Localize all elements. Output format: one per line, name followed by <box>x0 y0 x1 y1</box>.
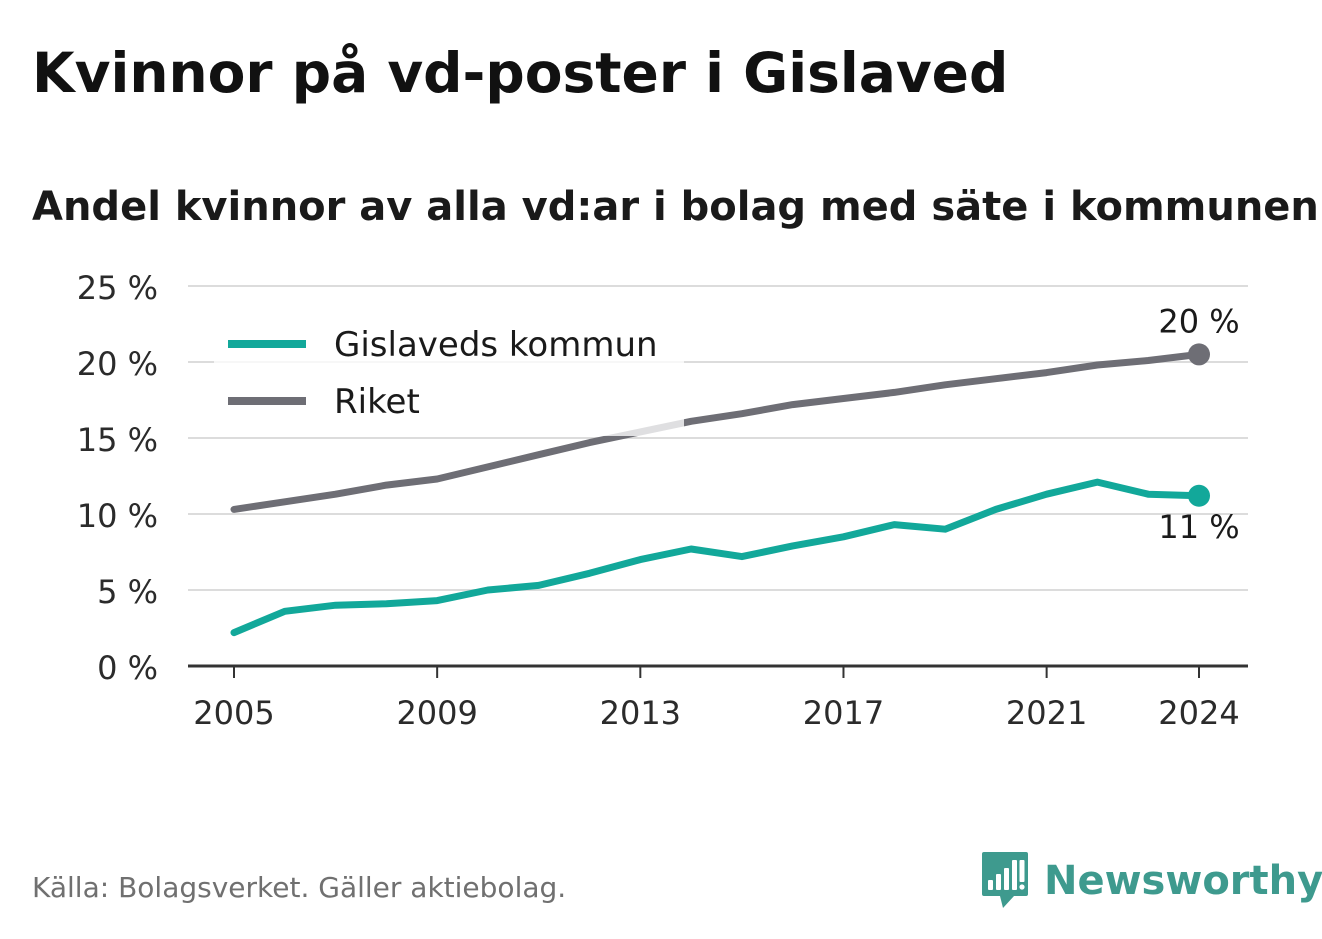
series-line-gislaved <box>230 478 1203 637</box>
end-labels: 11 % 20 % <box>1158 302 1239 545</box>
legend: Gislaveds kommun Riket <box>214 318 684 436</box>
legend-background <box>214 318 684 436</box>
x-tick-label: 2021 <box>1006 694 1087 732</box>
brand-name: Newsworthy <box>1044 858 1322 904</box>
x-tick-label: 2009 <box>396 694 477 732</box>
y-tick-label: 0 % <box>97 649 158 687</box>
x-tick-label: 2013 <box>600 694 681 732</box>
brand: Newsworthy <box>980 850 1322 912</box>
x-tick-label: 2005 <box>193 694 274 732</box>
chart-subtitle: Andel kvinnor av alla vd:ar i bolag med … <box>32 184 1319 230</box>
y-tick-label: 5 % <box>97 573 158 611</box>
series-lines <box>230 343 1210 637</box>
series-line-riket <box>230 350 1203 513</box>
y-tick-label: 15 % <box>77 421 158 459</box>
newsworthy-logo-icon <box>982 852 1028 908</box>
end-point-gislaved <box>1188 484 1210 507</box>
source-note: Källa: Bolagsverket. Gäller aktiebolag. <box>32 871 567 904</box>
x-axis: 2005 2009 2013 2017 2021 2024 <box>188 664 1248 732</box>
x-tick-label: 2024 <box>1158 694 1239 732</box>
y-axis-labels: 0 % 5 % 10 % 15 % 20 % 25 % <box>77 269 158 687</box>
legend-label: Riket <box>334 382 420 422</box>
y-tick-label: 20 % <box>77 345 158 383</box>
end-point-riket <box>1188 343 1210 366</box>
y-tick-label: 10 % <box>77 497 158 535</box>
end-label: 20 % <box>1158 302 1239 340</box>
x-tick-label: 2017 <box>803 694 884 732</box>
chart-title: Kvinnor på vd-poster i Gislaved <box>32 41 1009 105</box>
end-label: 11 % <box>1158 508 1239 546</box>
y-tick-label: 25 % <box>77 269 158 307</box>
legend-label: Gislaveds kommun <box>334 325 658 365</box>
